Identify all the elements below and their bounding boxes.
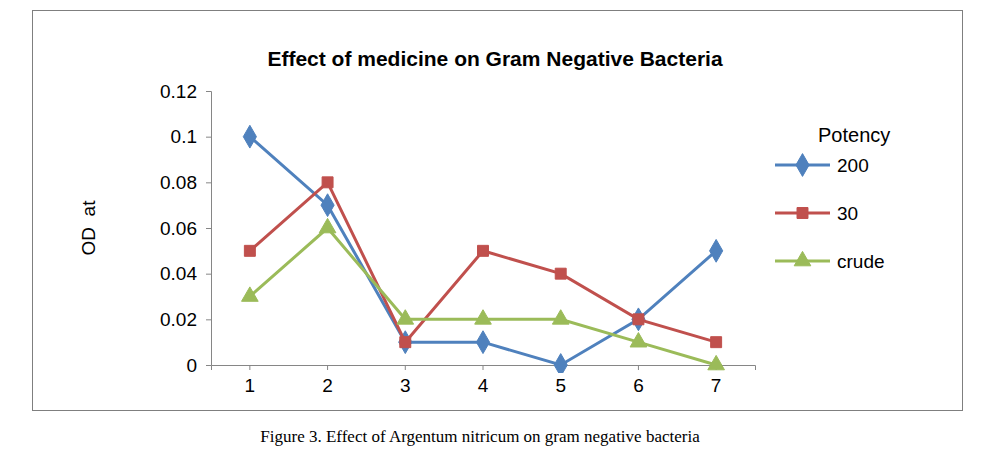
x-tick: 4 bbox=[478, 365, 489, 396]
x-axis: 1 2 3 4 5 6 7 bbox=[212, 365, 756, 396]
chart-frame bbox=[33, 11, 963, 411]
legend-label: 30 bbox=[837, 203, 858, 224]
series-marker bbox=[633, 314, 644, 325]
series-marker bbox=[321, 194, 334, 217]
chart: Effect of medicine on Gram Negative Bact… bbox=[0, 0, 992, 462]
x-tick-label: 2 bbox=[322, 375, 333, 396]
legend-marker bbox=[797, 208, 808, 219]
y-tick-mark bbox=[206, 91, 211, 92]
legend-label: 200 bbox=[837, 155, 869, 176]
y-tick-mark bbox=[206, 137, 211, 138]
series-marker bbox=[552, 310, 569, 324]
y-tick-label: 0 bbox=[186, 355, 197, 376]
figure-caption: Figure 3. Effect of Argentum nitricum on… bbox=[260, 427, 700, 446]
legend-title: Potency bbox=[818, 124, 890, 146]
series-line bbox=[250, 182, 716, 342]
series-line bbox=[250, 228, 716, 365]
legend-marker bbox=[794, 251, 811, 265]
series-marker bbox=[710, 239, 723, 262]
y-tick-label: 0.1 bbox=[171, 126, 197, 147]
legend-item: 30 bbox=[775, 203, 858, 224]
series-marker bbox=[243, 125, 256, 148]
y-tick-label: 0.02 bbox=[160, 309, 197, 330]
y-tick: 0.02 bbox=[160, 309, 211, 330]
y-tick: 0 bbox=[186, 355, 211, 376]
y-tick: 0.08 bbox=[160, 172, 211, 193]
x-tick: 2 bbox=[322, 365, 333, 396]
y-tick-label: 0.12 bbox=[160, 81, 197, 102]
x-axis-line bbox=[212, 366, 756, 371]
chart-title: Effect of medicine on Gram Negative Bact… bbox=[267, 47, 722, 70]
y-tick: 0.12 bbox=[160, 81, 211, 102]
legend-label: crude bbox=[837, 251, 885, 272]
series-line bbox=[250, 137, 716, 365]
x-tick-label: 3 bbox=[400, 375, 411, 396]
y-tick: 0.06 bbox=[160, 218, 211, 239]
y-tick-label: 0.08 bbox=[160, 172, 197, 193]
plot-area bbox=[242, 125, 725, 373]
x-tick-mark bbox=[405, 365, 406, 370]
series-marker bbox=[630, 333, 647, 347]
y-tick-mark bbox=[206, 365, 211, 366]
x-tick-label: 4 bbox=[478, 375, 489, 396]
series-marker bbox=[632, 308, 645, 331]
legend: Potency 200 30 crude bbox=[775, 124, 890, 272]
y-tick-label: 0.06 bbox=[160, 218, 197, 239]
y-axis: 0 0.02 0.04 0.06 0.08 0.1 0.12 bbox=[160, 81, 211, 376]
y-tick-mark bbox=[206, 182, 211, 183]
series-marker bbox=[555, 268, 566, 279]
x-tick: 6 bbox=[633, 365, 644, 396]
legend-item: 200 bbox=[775, 154, 869, 177]
x-tick-mark bbox=[327, 365, 328, 370]
legend-marker bbox=[796, 154, 809, 177]
x-tick-label: 7 bbox=[711, 375, 722, 396]
y-tick-mark bbox=[206, 274, 211, 275]
series-marker bbox=[476, 331, 489, 354]
x-tick-mark bbox=[638, 365, 639, 370]
series-marker bbox=[475, 310, 492, 324]
series-marker bbox=[397, 310, 414, 324]
y-axis-line bbox=[206, 92, 212, 366]
x-tick-label: 5 bbox=[555, 375, 566, 396]
series-marker bbox=[400, 337, 411, 348]
series-marker bbox=[319, 218, 336, 232]
y-tick: 0.1 bbox=[171, 126, 211, 147]
y-tick: 0.04 bbox=[160, 263, 211, 284]
x-tick-label: 1 bbox=[245, 375, 256, 396]
x-tick: 1 bbox=[245, 365, 256, 396]
series-marker bbox=[478, 245, 489, 256]
y-tick-mark bbox=[206, 228, 211, 229]
y-tick-label: 0.04 bbox=[160, 263, 197, 284]
series-marker bbox=[554, 354, 567, 373]
series-marker bbox=[244, 245, 255, 256]
x-tick-mark bbox=[483, 365, 484, 370]
y-axis-title: OD at bbox=[78, 200, 99, 256]
series-marker bbox=[708, 355, 725, 369]
legend-item: crude bbox=[775, 251, 885, 272]
series-marker bbox=[242, 287, 259, 301]
x-tick-mark bbox=[249, 365, 250, 370]
y-tick-mark bbox=[206, 319, 211, 320]
x-tick-label: 6 bbox=[633, 375, 644, 396]
x-tick: 3 bbox=[400, 365, 411, 396]
series-marker bbox=[322, 177, 333, 188]
series-marker bbox=[711, 337, 722, 348]
